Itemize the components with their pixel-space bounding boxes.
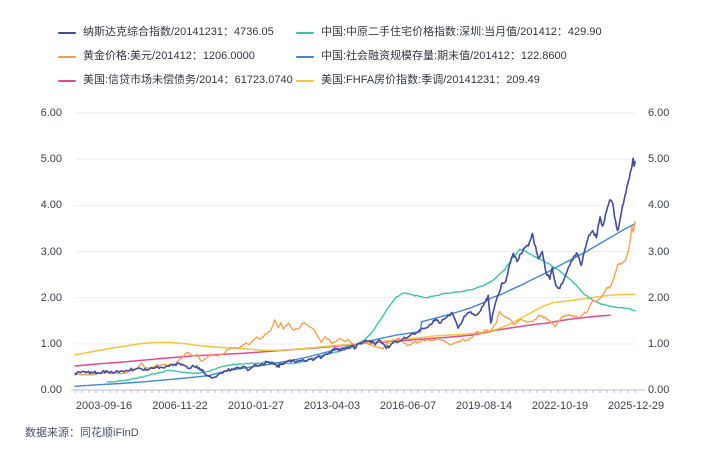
x-axis-label: 2010-01-27 (227, 400, 285, 412)
y-axis-label-right: 1.00 (648, 337, 670, 350)
series-line-2 (106, 248, 636, 383)
y-axis-label-right: 4.00 (648, 199, 670, 212)
y-axis-label-right: 3.00 (648, 245, 670, 258)
y-axis-label-left: 0.00 (40, 384, 62, 396)
legend-marker-icon (296, 31, 314, 34)
data-source: 数据来源：同花顺iFinD (25, 427, 139, 439)
legend-label: 美国:FHFA房价指数:季调/20141231：209.49 (321, 74, 540, 86)
series-line-4 (74, 220, 636, 376)
legend-item-3[interactable]: 中国:社会融资规模存量:期末值/201412：122.8600 (296, 50, 602, 63)
legend-marker-icon (58, 55, 76, 58)
x-axis-label: 2019-08-14 (455, 400, 513, 412)
legend-label: 中国:社会融资规模存量:期末值/201412：122.8600 (321, 50, 567, 62)
legend-item-2[interactable]: 黄金价格:美元/201412：1206.0000 (58, 50, 296, 63)
x-axis-label: 2016-06-07 (379, 400, 437, 412)
x-axis-label: 2025-12-29 (607, 400, 665, 412)
y-axis-label-left: 3.00 (40, 245, 62, 258)
legend: 纳斯达克综合指数/20141231：4736.05 中国:中原二手住宅价格指数:深… (58, 26, 602, 87)
legend-item-4[interactable]: 美国:信贷市场未偿债务/2014：61723.0740 (58, 74, 296, 87)
y-axis-label-left: 2.00 (40, 291, 62, 304)
legend-label: 黄金价格:美元/201412：1206.0000 (83, 50, 255, 62)
x-axis-label: 2003-09-16 (75, 400, 133, 412)
legend-label: 美国:信贷市场未偿债务/2014：61723.0740 (83, 74, 293, 86)
x-axis-label: 2013-04-03 (303, 400, 361, 412)
legend-marker-icon (58, 79, 76, 82)
legend-label: 纳斯达克综合指数/20141231：4736.05 (83, 26, 274, 38)
y-axis-label-right: 2.00 (648, 291, 670, 304)
y-axis-label-right: 0.00 (648, 384, 670, 396)
y-axis-label-right: 5.00 (648, 153, 670, 166)
legend-item-5[interactable]: 美国:FHFA房价指数:季调/20141231：209.49 (296, 74, 602, 87)
series-line-5 (74, 157, 636, 379)
legend-item-1[interactable]: 中国:中原二手住宅价格指数:深圳:当月值/201412：429.90 (296, 26, 602, 39)
x-axis-label: 2006-11-22 (152, 400, 208, 412)
y-axis-label-left: 1.00 (40, 337, 62, 350)
legend-marker-icon (58, 31, 76, 34)
x-axis-label: 2022-10-19 (531, 400, 589, 412)
legend-marker-icon (296, 79, 314, 82)
legend-label: 中国:中原二手住宅价格指数:深圳:当月值/201412：429.90 (321, 26, 602, 38)
series-line-3 (74, 223, 636, 387)
y-axis-label-right: 6.00 (648, 107, 670, 119)
y-axis-label-left: 6.00 (40, 107, 62, 119)
legend-item-0[interactable]: 纳斯达克综合指数/20141231：4736.05 (58, 26, 296, 39)
y-axis-label-left: 5.00 (40, 153, 62, 166)
legend-marker-icon (296, 55, 314, 58)
y-axis-label-left: 4.00 (40, 199, 62, 212)
